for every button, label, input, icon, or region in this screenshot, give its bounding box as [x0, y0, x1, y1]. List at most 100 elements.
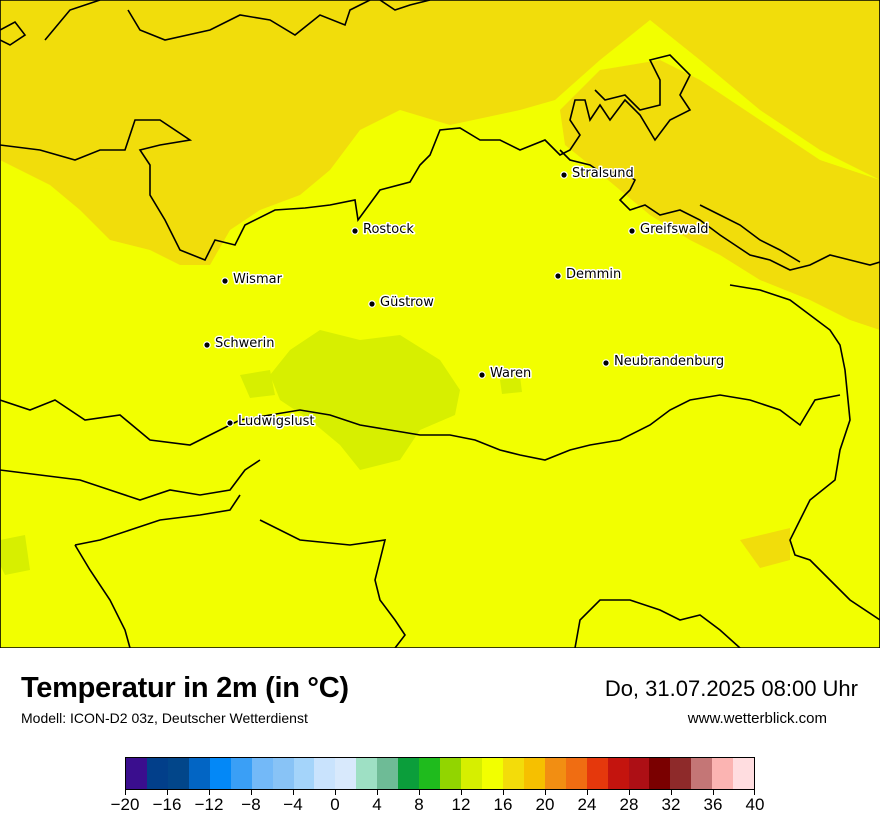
legend-tick-label: 16	[493, 795, 513, 814]
legend-tick-mark	[125, 790, 126, 795]
city-markers: Stralsund Rostock Greifswald Wismar Demmin Gü…	[203, 165, 726, 431]
city-dot	[221, 277, 229, 285]
legend-swatch	[188, 758, 210, 789]
city-label: Wismar	[233, 272, 283, 287]
legend-tick-label: 32	[661, 795, 681, 814]
legend-tick-label: −12	[194, 795, 224, 814]
city-rostock: Rostock	[351, 221, 416, 239]
city-stralsund: Stralsund	[560, 165, 635, 183]
city-dot	[560, 171, 568, 179]
legend-tick-mark	[293, 790, 294, 795]
city-label: Schwerin	[215, 336, 274, 351]
legend-tick-mark	[587, 790, 588, 795]
city-label: Demmin	[566, 267, 621, 282]
legend-swatch	[167, 758, 189, 789]
legend-swatch	[691, 758, 713, 789]
legend-swatch	[230, 758, 252, 789]
legend-tick-mark	[629, 790, 630, 795]
legend-tick-label: 20	[535, 795, 555, 814]
city-güstrow: Güstrow	[368, 294, 436, 312]
city-dot	[368, 300, 376, 308]
city-dot	[351, 227, 359, 235]
city-label: Ludwigslust	[238, 414, 315, 429]
legend-tick-mark	[713, 790, 714, 795]
legend-swatch	[502, 758, 524, 789]
color-legend	[125, 757, 755, 790]
city-dot	[478, 371, 486, 379]
legend-tick-label: 28	[619, 795, 639, 814]
legend-swatch	[544, 758, 566, 789]
legend-swatch	[272, 758, 294, 789]
legend-tick-label: 40	[745, 795, 765, 814]
legend-tick-label: 0	[330, 795, 340, 814]
legend-tick-mark	[251, 790, 252, 795]
legend-swatch	[565, 758, 587, 789]
legend-tick-mark	[419, 790, 420, 795]
legend-tick-label: −8	[241, 795, 261, 814]
legend-swatch	[712, 758, 734, 789]
legend-swatch	[586, 758, 608, 789]
legend-swatch	[335, 758, 357, 789]
city-label: Güstrow	[380, 295, 434, 310]
forecast-datetime: Do, 31.07.2025 08:00 Uhr	[604, 676, 858, 701]
legend-swatch	[146, 758, 168, 789]
legend-swatch	[419, 758, 441, 789]
city-schwerin: Schwerin	[203, 335, 276, 353]
legend-tick-mark	[461, 790, 462, 795]
city-greifswald: Greifswald	[628, 221, 710, 239]
map-canvas: Stralsund Rostock Greifswald Wismar Demmin Gü…	[0, 0, 880, 648]
city-neubrandenburg: Neubrandenburg	[602, 353, 726, 371]
legend-swatch	[377, 758, 399, 789]
city-label: Neubrandenburg	[614, 354, 724, 369]
legend-swatch	[607, 758, 629, 789]
legend-tick-label: −4	[283, 795, 303, 814]
legend-tick-mark	[209, 790, 210, 795]
city-ludwigslust: Ludwigslust	[226, 413, 316, 431]
legend-swatch	[628, 758, 650, 789]
legend-swatch	[649, 758, 671, 789]
legend-tick-label: −20	[110, 795, 140, 814]
legend-swatch	[398, 758, 420, 789]
city-wismar: Wismar	[221, 271, 284, 289]
legend-tick-mark	[377, 790, 378, 795]
legend-tick-mark	[671, 790, 672, 795]
city-dot	[628, 227, 636, 235]
warm-temperature-areas	[0, 0, 880, 568]
legend-tick-label: 12	[451, 795, 471, 814]
legend-swatch	[461, 758, 482, 789]
temperature-map[interactable]: Stralsund Rostock Greifswald Wismar Demmin Gü…	[0, 0, 880, 648]
map-title: Temperatur in 2m (in °C)	[21, 672, 349, 704]
legend-swatch	[481, 758, 503, 789]
legend-swatch	[251, 758, 273, 789]
city-label: Waren	[490, 366, 531, 381]
website-url[interactable]: www.wetterblick.com	[687, 710, 827, 727]
legend-swatch	[314, 758, 336, 789]
city-dot	[226, 419, 234, 427]
city-dot	[602, 359, 610, 367]
legend-tick-label: 24	[577, 795, 597, 814]
legend-tick-label: 8	[414, 795, 424, 814]
legend-swatch	[440, 758, 461, 789]
model-source: Modell: ICON-D2 03z, Deutscher Wetterdie…	[21, 710, 308, 726]
legend-swatch	[293, 758, 315, 789]
legend-tick-mark	[335, 790, 336, 795]
coastline-borders	[0, 0, 880, 648]
legend-tick-label: 36	[703, 795, 723, 814]
city-demmin: Demmin	[554, 266, 623, 284]
cool-temperature-areas	[0, 330, 522, 575]
city-label: Greifswald	[640, 222, 709, 237]
legend-swatch	[209, 758, 231, 789]
legend-ticks: −20 −16 −12 −8 −4 0 4 8 12 16 20 24 28 32 36 40	[111, 790, 764, 830]
city-dot	[203, 341, 211, 349]
legend-swatch	[670, 758, 692, 789]
city-waren: Waren	[478, 365, 533, 383]
city-label: Stralsund	[572, 166, 634, 181]
legend-tick-mark	[503, 790, 504, 795]
legend-tick-mark	[167, 790, 168, 795]
legend-tick-mark	[545, 790, 546, 795]
city-dot	[554, 272, 562, 280]
legend-swatch	[356, 758, 378, 789]
legend-swatch	[733, 758, 755, 789]
legend-tick-label: 4	[372, 795, 382, 814]
legend-tick-mark	[754, 790, 755, 795]
